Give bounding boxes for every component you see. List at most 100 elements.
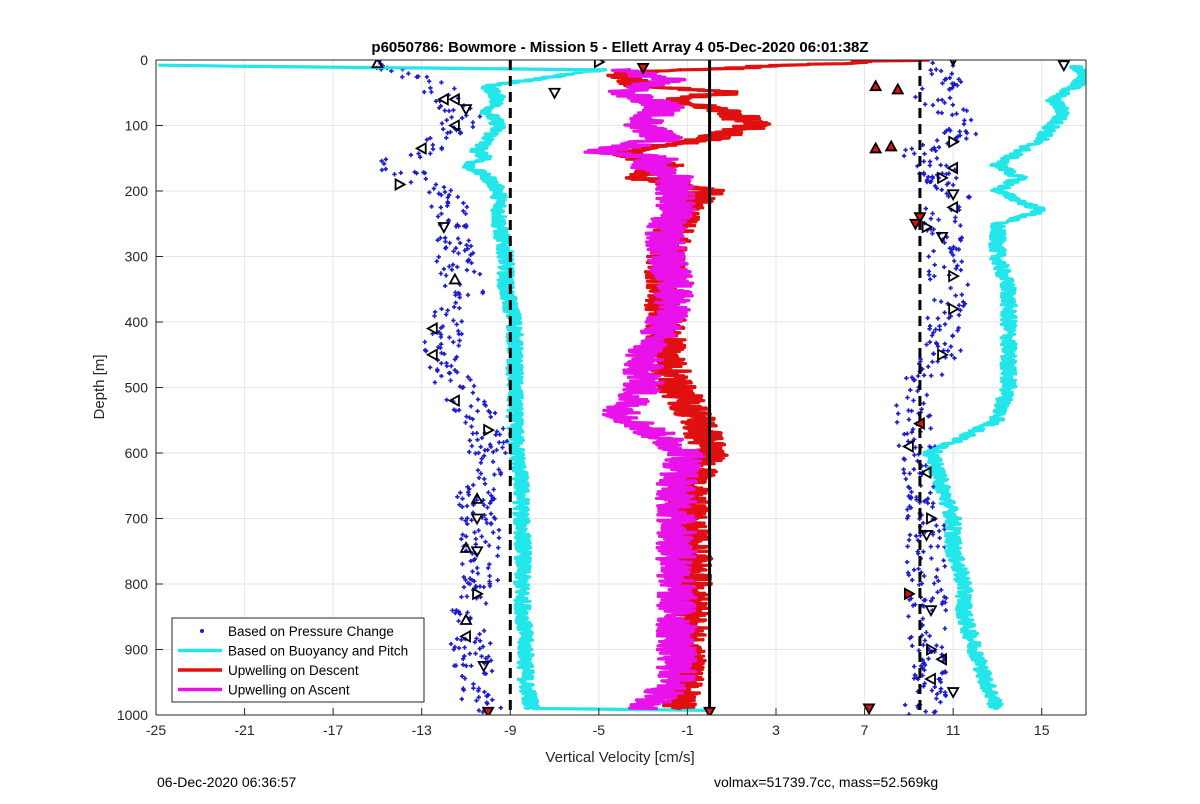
series-point [690,637,694,642]
series-point [656,513,660,517]
pressure-point [921,549,926,554]
series-point [744,118,748,123]
series-point [631,369,636,374]
series-point [679,650,683,655]
pressure-point [935,590,940,595]
series-point [695,590,699,594]
series-point [613,149,617,153]
pressure-point [445,195,450,200]
pressure-point [953,293,958,298]
series-point [671,390,676,395]
series-point [690,397,694,402]
series-point [664,386,669,391]
series-point [659,643,664,648]
event-marker [920,529,934,542]
pressure-point [435,368,440,374]
pressure-point [922,681,927,686]
pressure-point [478,471,484,476]
series-point [621,89,626,93]
series-point [652,385,656,389]
pressure-point [958,267,963,273]
series-point [682,425,687,430]
pressure-point [470,417,475,422]
series-point [645,285,650,290]
event-marker [448,394,460,408]
pressure-point [469,518,474,523]
series-point [657,312,661,316]
series-point [704,427,709,431]
pressure-point [927,413,933,418]
series-point [675,355,680,360]
series-point [702,416,707,420]
series-point [675,477,679,482]
series-point [674,101,678,106]
series-point [681,326,686,330]
series-point [658,541,662,545]
series-point [664,529,668,534]
pressure-point [922,638,928,643]
pressure-point [446,218,451,223]
pressure-point [947,127,952,132]
pressure-point [935,316,941,321]
event-marker [448,92,460,106]
series-point [650,372,654,377]
series-point [657,374,662,378]
series-point [691,705,696,709]
pressure-point [901,456,906,461]
pressure-point [478,444,483,449]
pressure-point [932,684,937,690]
series-point [697,522,701,527]
pressure-point [934,574,939,580]
series-point [644,275,649,280]
pressure-point [924,392,929,398]
pressure-point [479,534,484,539]
series-point [668,668,673,673]
series-point [678,698,682,702]
pressure-point [389,68,394,74]
series-point [661,428,666,433]
pressure-point [930,103,936,108]
series-point [702,191,706,196]
series-point [645,272,650,277]
series-point [678,483,682,488]
chart-title: p6050786: Bowmore - Mission 5 - Ellett A… [371,39,868,56]
pressure-point [468,558,473,564]
pressure-point [438,235,443,241]
pressure-point [927,323,933,329]
pressure-point [449,363,454,369]
pressure-point [455,370,460,375]
series-point [699,573,704,577]
series-point [691,514,695,518]
pressure-point [918,663,924,669]
series-point [695,136,700,141]
pressure-point [462,676,468,681]
series-point [645,243,649,248]
pressure-point [952,219,958,224]
series-point [657,301,662,305]
pressure-point [447,371,453,376]
series-point [647,294,651,298]
series-point [696,466,700,471]
pressure-point [459,516,464,521]
pressure-point [454,636,460,641]
series-point [649,376,653,381]
pressure-point [903,702,908,708]
pressure-point [487,410,493,415]
pressure-point [485,447,490,453]
series-point [682,77,687,82]
pressure-point [462,645,467,650]
series-point [720,449,725,454]
series-point [663,155,667,159]
series-point [644,114,648,118]
series-point [656,594,661,598]
event-marker [946,687,960,699]
pressure-point [442,189,448,195]
series-point [667,623,672,628]
series-point [681,299,686,304]
series-point [660,695,664,699]
pressure-point [498,705,503,710]
series-point [666,465,670,469]
pressure-point [480,289,486,294]
series-point [680,315,685,319]
pressure-point [481,498,486,503]
